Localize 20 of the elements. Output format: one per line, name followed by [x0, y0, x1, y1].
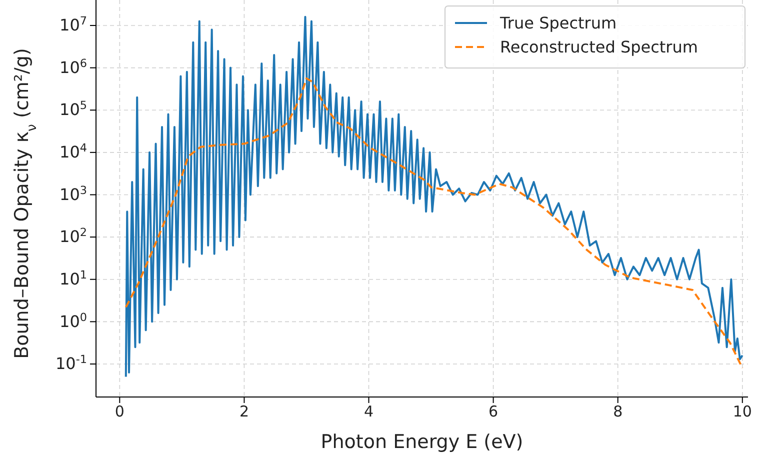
y-tick-label: 10$^{0}$ — [60, 310, 87, 331]
y-tick-label: 10$^{6}$ — [60, 56, 87, 77]
x-tick-label: 8 — [613, 402, 623, 421]
y-tick-label: 10$^{2}$ — [60, 226, 87, 246]
y-tick-label: 10$^{4}$ — [60, 141, 87, 162]
x-tick-label: 10 — [732, 402, 752, 421]
x-tick-label: 6 — [488, 402, 498, 421]
x-axis-title: Photon Energy E (eV) — [320, 431, 524, 453]
line-series — [124, 77, 744, 370]
y-tick-label: 10$^{1}$ — [60, 268, 87, 288]
x-tick-label: 4 — [364, 402, 374, 421]
legend-label: Reconstructed Spectrum — [500, 38, 698, 57]
y-tick-label: 10$^{5}$ — [60, 98, 87, 120]
x-tick-label: 0 — [114, 402, 124, 421]
line-series — [124, 16, 744, 378]
y-tick-label: 10$^{3}$ — [60, 183, 87, 204]
y-tick-label: 10$^{-1}$ — [55, 352, 87, 374]
x-tick-label: 2 — [239, 402, 249, 421]
legend-label: True Spectrum — [499, 14, 617, 33]
y-tick-label: 10$^{7}$ — [60, 14, 87, 35]
